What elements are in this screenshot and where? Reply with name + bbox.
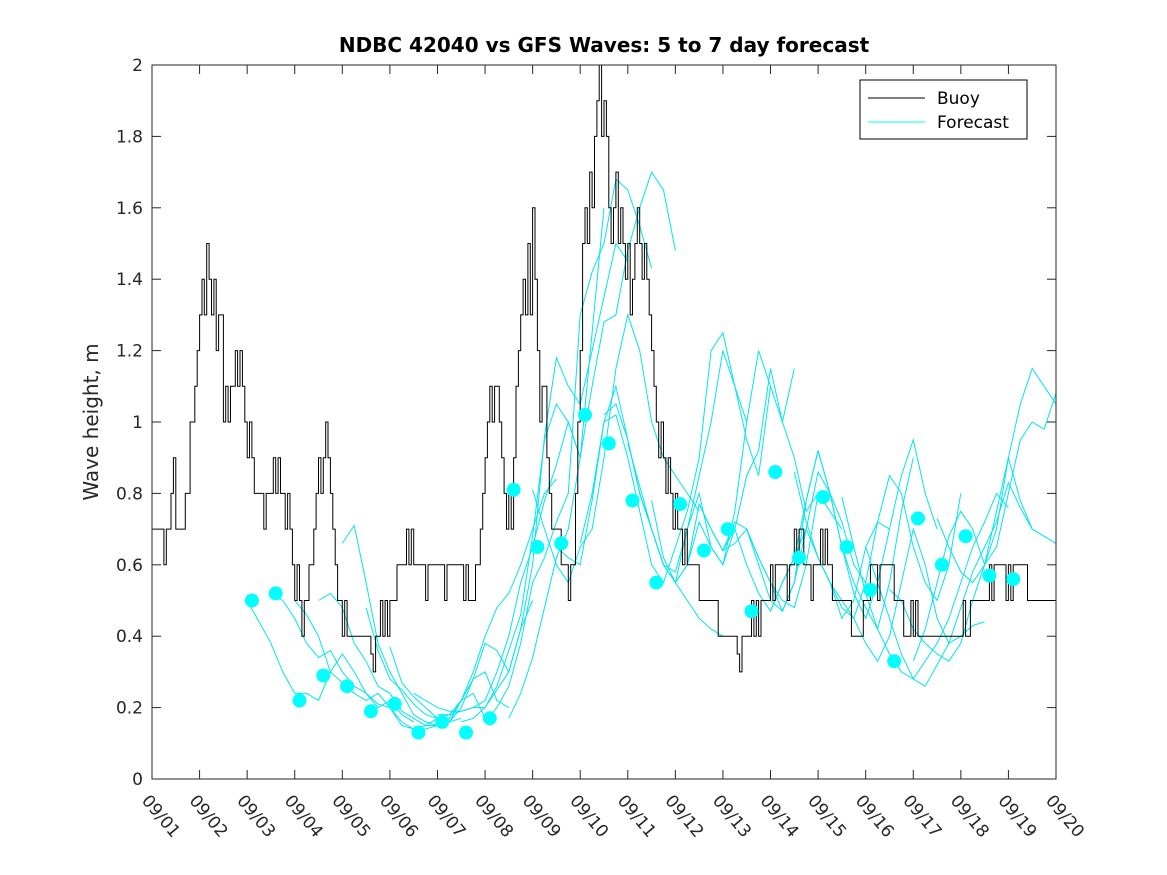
forecast-line-20 (722, 521, 890, 620)
y-tick-label-8: 1.6 (116, 199, 143, 219)
y-tick-label-6: 1.2 (116, 342, 143, 362)
y-axis-ticks: 0 0.2 0.4 0.6 0.8 1 1.2 1.4 1.6 1.8 2 (116, 56, 1056, 790)
forecast-marker-23 (792, 550, 807, 565)
forecast-marker-15 (601, 436, 616, 451)
forecast-marker-9 (459, 725, 473, 740)
forecast-marker-10 (482, 711, 497, 726)
forecast-marker-25 (839, 540, 854, 554)
y-tick-label-9: 1.8 (116, 127, 143, 147)
y-tick-label-5: 1 (132, 413, 143, 433)
forecast-marker-8 (435, 714, 450, 729)
forecast-marker-30 (958, 529, 973, 544)
forecast-marker-31 (982, 568, 997, 583)
forecast-line-3 (318, 592, 486, 726)
forecast-marker-29 (934, 557, 949, 572)
forecast-line-5 (365, 600, 534, 723)
forecast-line-10 (484, 178, 653, 723)
forecast-marker-2 (292, 693, 307, 708)
forecast-line-12 (532, 313, 700, 584)
forecast-marker-20 (720, 522, 735, 537)
forecast-marker-14 (578, 407, 592, 422)
buoy-line-group (152, 64, 1056, 673)
forecast-marker-11 (506, 482, 521, 497)
y-tick-label-1: 0.2 (116, 699, 143, 719)
forecast-marker-13 (554, 536, 569, 551)
y-tick-label-4: 0.8 (116, 484, 143, 504)
forecast-line-26 (865, 481, 1033, 687)
forecast-marker-19 (696, 543, 711, 558)
forecast-line-14 (579, 331, 748, 584)
forecast-lines (246, 170, 1057, 730)
forecast-markers (244, 407, 1021, 740)
forecast-marker-16 (625, 493, 640, 508)
forecast-line-2 (294, 600, 462, 730)
legend-box (859, 79, 1028, 140)
legend: Buoy Forecast (859, 79, 1028, 140)
forecast-line-7 (413, 420, 581, 712)
forecast-line-11 (508, 170, 676, 719)
y-tick-label-2: 0.4 (116, 627, 143, 647)
y-tick-label-0: 0 (132, 770, 143, 790)
y-axis-label: Wave height, m (79, 343, 103, 500)
forecast-marker-4 (340, 679, 355, 694)
buoy-line (152, 64, 1056, 673)
forecast-line-24 (817, 527, 985, 663)
forecast-line-6 (389, 478, 557, 719)
forecast-marker-32 (1006, 572, 1021, 587)
chart-title: NDBC 42040 vs GFS Waves: 5 to 7 day fore… (339, 33, 870, 57)
forecast-marker-27 (887, 654, 902, 669)
forecast-marker-7 (411, 725, 426, 740)
forecast-marker-1 (268, 586, 283, 601)
legend-buoy-label: Buoy (937, 89, 980, 109)
forecast-marker-0 (244, 593, 259, 608)
forecast-marker-6 (387, 697, 402, 711)
forecast-marker-24 (815, 490, 830, 504)
legend-forecast-label: Forecast (937, 113, 1009, 133)
forecast-marker-28 (911, 511, 925, 526)
forecast-marker-26 (863, 582, 878, 597)
forecast-line-8 (437, 207, 605, 716)
forecast-marker-3 (316, 668, 331, 683)
y-tick-label-10: 2 (132, 56, 143, 76)
y-tick-label-7: 1.4 (116, 270, 143, 290)
forecast-marker-17 (649, 575, 664, 590)
forecast-marker-22 (768, 465, 783, 479)
forecast-line-22 (770, 438, 938, 620)
forecast-line-25 (841, 492, 1009, 680)
forecast-line-1 (270, 592, 438, 730)
forecast-line-29 (936, 367, 1057, 584)
forecast-marker-18 (673, 497, 688, 512)
forecast-line-4 (341, 524, 510, 727)
forecast-marker-12 (530, 540, 545, 554)
forecast-line-9 (461, 242, 629, 723)
forecast-marker-21 (744, 604, 759, 619)
y-tick-label-3: 0.6 (116, 556, 143, 576)
forecast-marker-5 (363, 704, 378, 719)
